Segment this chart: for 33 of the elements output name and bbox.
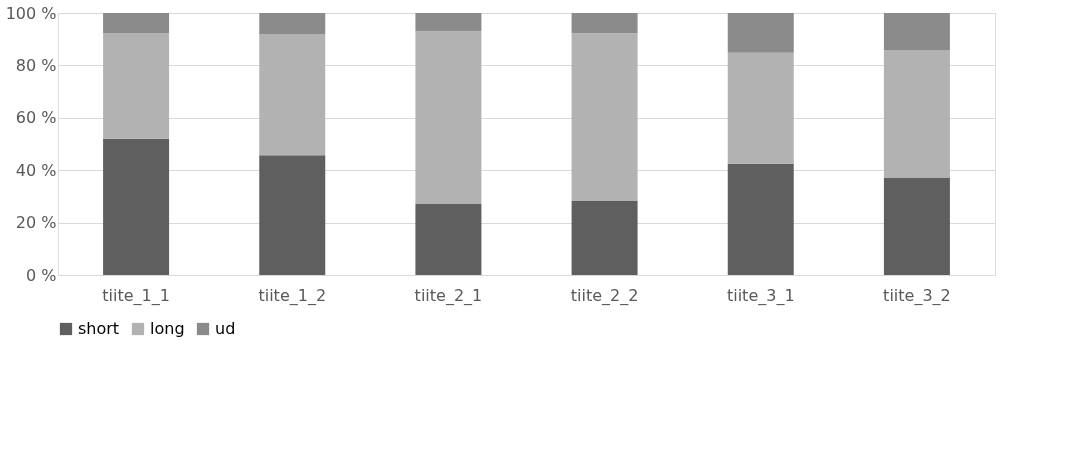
y-tick-label: 60 % <box>15 108 57 128</box>
bar <box>571 201 638 275</box>
legend-label: long <box>150 319 185 338</box>
x-tick-label: tiite_3_1 <box>726 285 795 306</box>
bar <box>727 13 794 53</box>
bar <box>415 203 482 275</box>
y-tick-label: 40 % <box>15 160 57 180</box>
bar <box>883 177 950 275</box>
bar <box>415 31 482 204</box>
x-tick-label: tiite_3_2 <box>883 285 951 306</box>
bar <box>103 13 170 33</box>
bar <box>883 49 950 178</box>
bar <box>727 52 794 164</box>
legend-label: ud <box>215 319 236 338</box>
x-tick-label: tiite_2_2 <box>570 285 639 306</box>
y-tick-label: 100 % <box>5 3 57 23</box>
bar <box>259 155 326 275</box>
bar <box>415 13 482 32</box>
x-tick-label: tiite_1_1 <box>102 285 170 306</box>
y-tick-label: 20 % <box>15 213 57 233</box>
bar <box>259 13 326 34</box>
bar <box>571 33 638 202</box>
x-tick-label: tiite_1_2 <box>258 285 327 306</box>
bar <box>103 138 170 275</box>
y-tick-label: 80 % <box>15 55 57 75</box>
x-tick-label: tiite_2_1 <box>414 285 483 306</box>
y-tick-label: 0 % <box>26 265 57 285</box>
bar <box>259 33 326 156</box>
bar <box>571 13 638 34</box>
bar <box>103 32 170 139</box>
bar <box>883 13 950 50</box>
legend-label: short <box>78 319 120 338</box>
bar <box>727 163 794 275</box>
